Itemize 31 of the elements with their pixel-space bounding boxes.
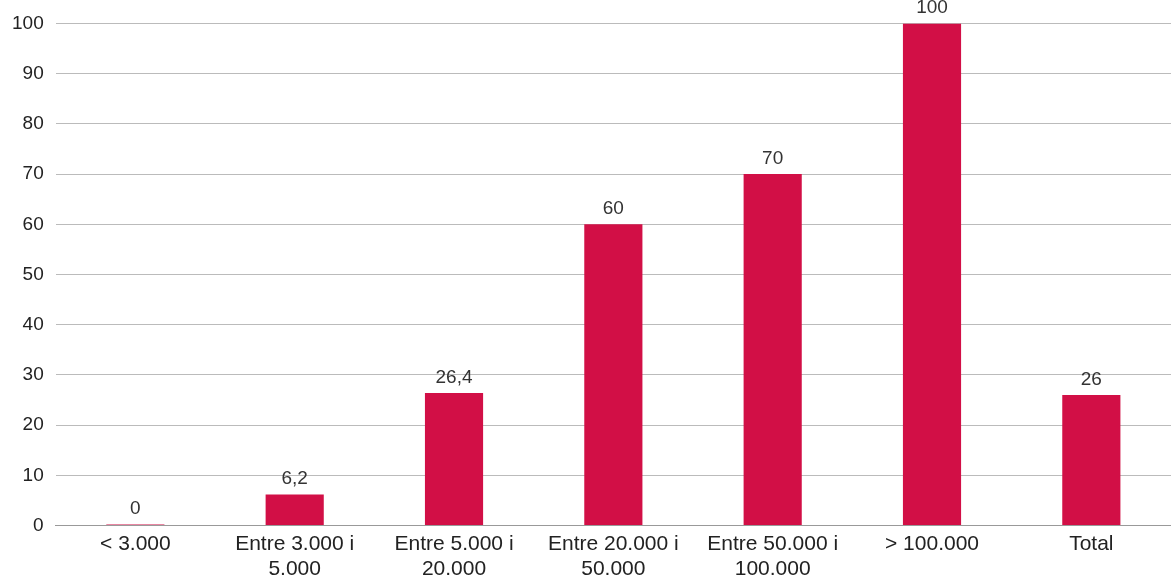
y-tick-label: 30 [22, 363, 44, 385]
bar [265, 494, 324, 526]
data-label: 6,2 [281, 467, 308, 489]
y-tick-label: 20 [22, 413, 44, 435]
x-tick-label: Entre 50.000 i 100.000 [707, 531, 839, 580]
x-tick-label: Entre 20.000 i 50.000 [547, 531, 679, 580]
bar [584, 224, 643, 526]
data-label: 26,4 [435, 365, 473, 387]
bar [424, 393, 484, 526]
x-tick-label: > 100.000 [885, 531, 980, 554]
y-tick-label: 80 [22, 112, 44, 134]
y-tick-label: 100 [12, 11, 44, 33]
bar [743, 174, 802, 526]
y-tick-label: 60 [22, 212, 44, 234]
data-label: 100 [916, 0, 948, 18]
y-tick-label: 50 [22, 262, 44, 284]
data-label: 70 [762, 146, 784, 168]
y-tick-label: 70 [22, 162, 44, 184]
x-tick-label: Total [1069, 531, 1114, 554]
y-tick-label: 10 [22, 463, 44, 485]
x-tick-label: Entre 3.000 i 5.000 [235, 531, 355, 580]
data-label: 26 [1080, 367, 1102, 389]
data-label: 60 [602, 197, 624, 219]
y-tick-label: 0 [33, 513, 44, 535]
y-tick-label: 90 [22, 61, 44, 83]
x-tick-label: < 3.000 [100, 531, 171, 554]
x-tick-label: Entre 5.000 i 20.000 [394, 531, 514, 580]
bar [1062, 395, 1121, 526]
data-label: 0 [130, 497, 141, 519]
bar [902, 23, 962, 526]
y-tick-label: 40 [22, 312, 44, 334]
